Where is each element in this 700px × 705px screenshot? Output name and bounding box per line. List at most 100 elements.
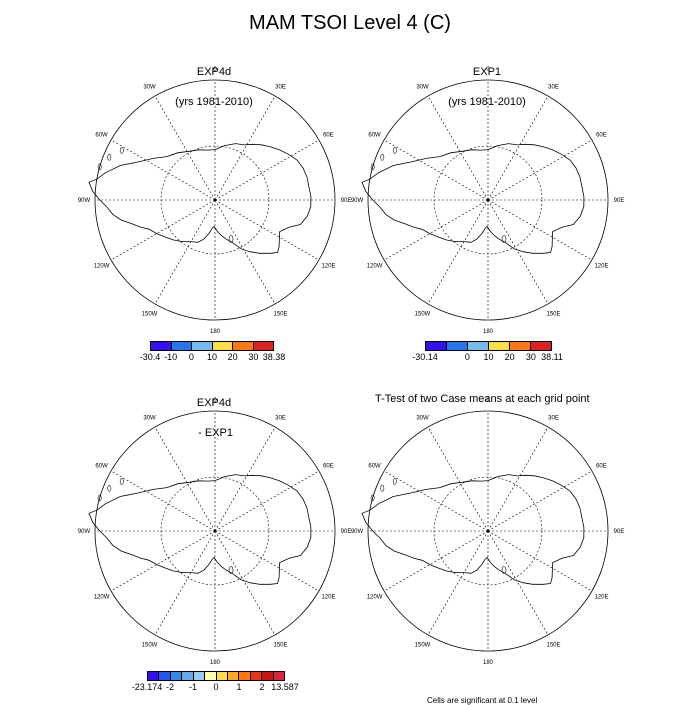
meridian-line xyxy=(487,530,549,636)
colorbar-swatch xyxy=(262,672,274,680)
island-outline xyxy=(107,153,112,161)
colorbar-labels: -30.14 0 10 20 30 38.11 xyxy=(412,351,563,362)
meridian-line xyxy=(383,470,489,532)
pole-marker xyxy=(214,199,216,201)
island-outline xyxy=(501,235,507,243)
colorbar-tick-label: 0 xyxy=(188,352,194,362)
colorbar-tick-label: 13.587 xyxy=(271,682,299,692)
colorbar-swatch xyxy=(192,342,213,350)
antarctica-coastline xyxy=(88,143,312,254)
longitude-label: 150W xyxy=(415,311,431,317)
meridian-line xyxy=(487,530,593,592)
island-outline xyxy=(380,153,385,161)
colorbar-swatch xyxy=(531,342,551,350)
antarctica-coastline xyxy=(361,143,585,254)
panel-title-ttest: T-Test of two Case means at each grid po… xyxy=(375,393,590,405)
colorbar-tick-label: 20 xyxy=(504,352,515,362)
colorbar-swatch xyxy=(216,672,228,680)
colorbar-tick-label: 0 xyxy=(213,682,219,692)
meridian-line xyxy=(427,530,489,636)
longitude-label: 30W xyxy=(416,85,429,91)
colorbar-tick-label: -30.4 xyxy=(139,352,161,362)
colorbar-swatch xyxy=(193,672,206,680)
longitude-label: 0 xyxy=(213,398,217,404)
colorbar-boxes xyxy=(147,671,285,681)
colorbar-swatch xyxy=(205,672,217,680)
colorbar-labels: -23.174 -2 -1 0 1 2 13.587 xyxy=(132,681,299,692)
longitude-label: 90W xyxy=(351,198,364,204)
colorbar-tick-label: -10 xyxy=(164,352,178,362)
colorbar-swatch xyxy=(489,342,510,350)
colorbar-boxes xyxy=(425,341,552,351)
longitude-label: 120W xyxy=(367,264,383,270)
pole-marker xyxy=(487,530,489,532)
meridian-line xyxy=(214,95,276,201)
island-outline xyxy=(501,566,507,574)
meridian-line xyxy=(110,199,216,261)
colorbar-boxes xyxy=(150,341,274,351)
longitude-label: 60W xyxy=(368,133,381,139)
panel-title-exp1: EXP1 (yrs 1981-2010) xyxy=(387,47,587,117)
colorbar-swatch xyxy=(212,342,233,350)
longitude-label: 180 xyxy=(210,660,221,666)
longitude-label: 120E xyxy=(594,595,608,601)
colorbar-tick-label: -30.14 xyxy=(412,352,438,362)
island-outline xyxy=(119,478,124,485)
panel-title-line2: (yrs 1981-2010) xyxy=(448,96,526,108)
colorbar-swatch xyxy=(233,342,254,350)
meridian-line xyxy=(154,530,216,636)
longitude-label: 30E xyxy=(548,416,559,422)
longitude-label: 150W xyxy=(142,311,158,317)
map-exp1: 0 30E 60E 90E 120E 150E 180 150W 120W 90W 60W 30W xyxy=(351,67,625,335)
map-ttest: 0 30E 60E 90E 120E 150E 180 150W 120W 90W 60W 30W xyxy=(351,398,625,666)
map-boundary xyxy=(367,79,609,321)
longitude-label: 90W xyxy=(351,529,364,535)
pole-marker xyxy=(487,199,489,201)
longitude-label: 0 xyxy=(486,398,490,404)
antarctica-coastline xyxy=(361,474,585,585)
longitude-label: 0 xyxy=(213,67,217,73)
meridian-line xyxy=(427,426,489,532)
colorbar-swatch xyxy=(159,672,171,680)
meridian-line xyxy=(487,199,549,305)
panel-title-exp4d: EXP4d (yrs 1981-2010) xyxy=(114,47,314,117)
longitude-label: 60E xyxy=(596,464,607,470)
colorbar-labels: -30.4 -10 0 10 20 30 38.38 xyxy=(140,351,286,362)
colorbar-swatch xyxy=(239,672,251,680)
meridian-line xyxy=(487,470,593,532)
meridian-line xyxy=(383,530,489,592)
island-outline xyxy=(228,235,234,243)
island-outline xyxy=(97,163,102,171)
colorbar-tick-label: 2 xyxy=(259,682,265,692)
longitude-label: 60E xyxy=(596,133,607,139)
longitude-label: 90W xyxy=(78,529,91,535)
longitude-label: 30E xyxy=(548,85,559,91)
longitude-label: 90E xyxy=(614,198,625,204)
meridian-line xyxy=(110,530,216,592)
longitude-label: 30E xyxy=(275,85,286,91)
colorbar-swatch xyxy=(250,672,263,680)
colorbar-swatch xyxy=(468,342,489,350)
longitude-label: 90E xyxy=(341,198,352,204)
island-outline xyxy=(392,478,397,485)
colorbar-tick-label: 30 xyxy=(248,352,259,362)
island-outline xyxy=(119,147,124,154)
panel-title-line1: EXP4d xyxy=(196,397,232,409)
meridian-line xyxy=(110,139,216,201)
meridian-line xyxy=(214,199,320,261)
longitude-label: 120W xyxy=(94,264,110,270)
longitude-label: 90E xyxy=(341,529,352,535)
colorbar-tick-label: 1 xyxy=(236,682,242,692)
colorbar-swatch xyxy=(510,342,531,350)
colorbar-tick-label: 20 xyxy=(227,352,238,362)
colorbar-tick-label: 10 xyxy=(206,352,218,362)
longitude-label: 150E xyxy=(546,642,560,648)
colorbar-swatch xyxy=(171,342,192,350)
colorbar-swatch xyxy=(151,342,172,350)
colorbar-swatch xyxy=(447,342,468,350)
meridian-line xyxy=(487,95,549,201)
meridian-line xyxy=(487,426,549,532)
longitude-label: 0 xyxy=(486,67,490,73)
colorbar-tick-label: 30 xyxy=(525,352,536,362)
longitude-label: 90W xyxy=(78,198,91,204)
